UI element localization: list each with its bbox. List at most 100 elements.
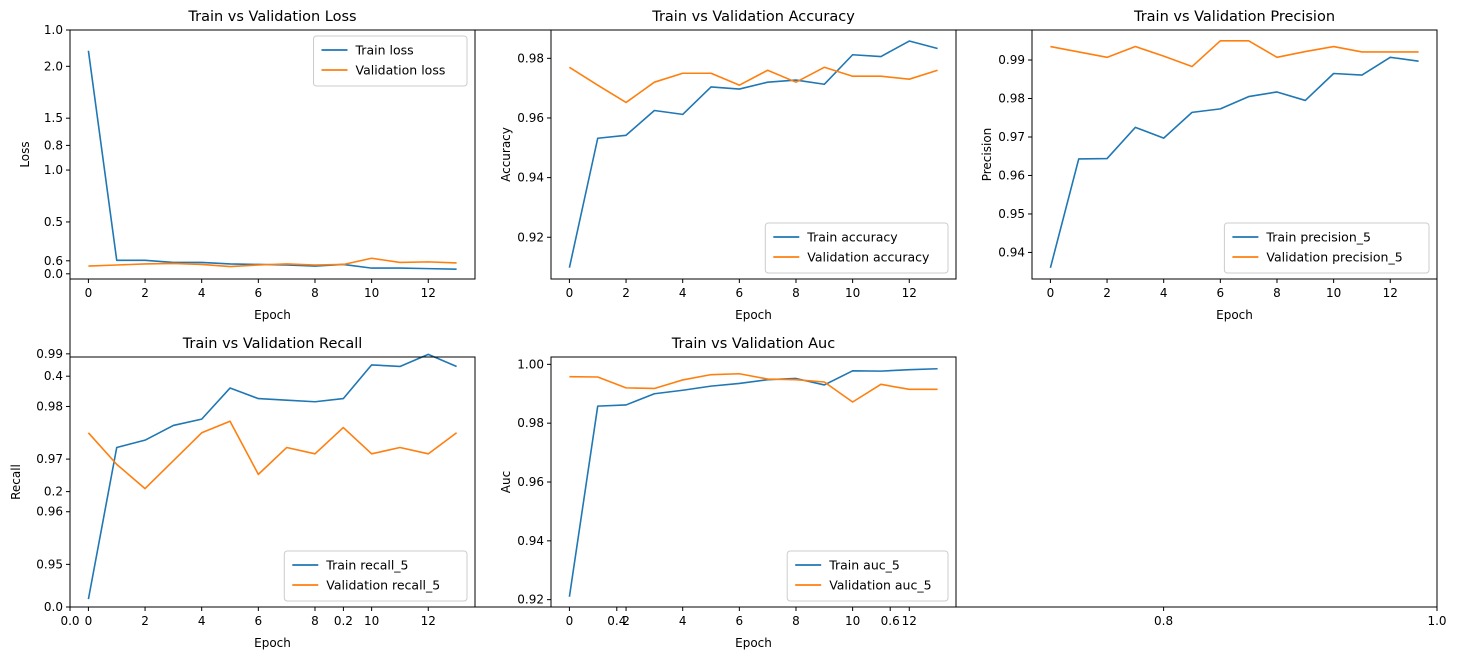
- x-axis-label: Epoch: [735, 636, 772, 650]
- y-tick-label: 0.94: [517, 171, 544, 185]
- y-axis-label: Accuracy: [499, 127, 513, 182]
- subplot-5: 0 2 4 6 8 10 12 0.92 0.94 0.96 0.98 1.00 Train vs Va…: [499, 336, 957, 650]
- legend: Train recall_5 Validation recall_5: [283, 550, 468, 602]
- series-line-train: [568, 367, 938, 597]
- legend-entry: Train precision_5: [1265, 230, 1371, 245]
- x-tick-label: 10: [364, 286, 379, 300]
- y-tick-label: 0.96: [36, 505, 63, 519]
- series-line-validation: [1050, 39, 1419, 68]
- figure-x-tick-label: 0.2: [334, 614, 353, 628]
- legend: Train precision_5 Validation precision_5: [1223, 222, 1430, 274]
- y-tick-label: 0.95: [998, 207, 1025, 221]
- y-axis-label: Auc: [499, 471, 513, 493]
- legend-entry: Validation auc_5: [829, 578, 931, 593]
- figure-y-tick-label: 0.8: [44, 138, 63, 152]
- y-tick-label: 0.97: [998, 130, 1025, 144]
- x-tick-label: 12: [902, 614, 917, 628]
- y-tick-label: 0.99: [998, 53, 1025, 67]
- y-tick-label: 0.0: [44, 267, 63, 281]
- y-axis-label: Recall: [9, 464, 23, 500]
- legend-entry: Validation precision_5: [1266, 250, 1402, 265]
- legend-entry: Train auc_5: [828, 558, 900, 573]
- charts: 0 2 4 6 8 10 12 0.0 0.5 1.0 1.5 2.0 Train vs Validat…: [9, 9, 1438, 650]
- x-tick-label: 2: [622, 614, 630, 628]
- x-tick-label: 4: [679, 614, 687, 628]
- figure-y-tick-label: 0.4: [44, 369, 63, 383]
- x-tick-label: 4: [1160, 286, 1168, 300]
- x-tick-label: 6: [736, 614, 744, 628]
- x-tick-label: 6: [255, 286, 263, 300]
- axes-frame: [69, 29, 476, 280]
- chart-title: Train vs Validation Auc: [671, 336, 835, 352]
- x-tick-label: 10: [364, 614, 379, 628]
- x-tick-label: 12: [421, 286, 436, 300]
- legend: Train auc_5 Validation auc_5: [786, 550, 949, 602]
- x-tick-label: 6: [736, 286, 744, 300]
- axes-frame: [550, 29, 957, 280]
- x-tick-label: 0: [566, 286, 574, 300]
- series-line-validation: [569, 372, 938, 403]
- x-axis-label: Epoch: [735, 308, 772, 322]
- chart-title: Train vs Validation Recall: [182, 336, 363, 352]
- legend-entry: Train loss: [355, 43, 414, 58]
- series-line-validation: [88, 257, 457, 268]
- figure-x-tick-label: 0.6: [881, 614, 900, 628]
- x-tick-label: 10: [845, 286, 860, 300]
- y-tick-label: 0.95: [36, 557, 63, 571]
- subplot-2: 0 2 4 6 8 10 12 0.92 0.94 0.96 0.98 Train vs Valida…: [499, 9, 957, 322]
- legend-box: [313, 35, 468, 87]
- x-axis-label: Epoch: [254, 308, 291, 322]
- figure-y-tick-label: 1.0: [44, 23, 63, 37]
- x-tick-label: 2: [141, 614, 149, 628]
- figure-y-tick-label: 0.6: [44, 254, 63, 268]
- y-tick-label: 1.0: [44, 163, 63, 177]
- x-axis-label: Epoch: [254, 636, 291, 650]
- legend: Train accuracy Validation accuracy: [764, 222, 949, 274]
- y-tick-label: 0.92: [517, 230, 544, 244]
- legend-entry: Validation recall_5: [326, 578, 440, 593]
- subplot-3: 0 2 4 6 8 10 12 0.94 0.95 0.96 0.97 0.98 0.99 Train v…: [980, 9, 1438, 322]
- x-tick-label: 4: [198, 286, 206, 300]
- x-tick-label: 8: [792, 286, 800, 300]
- y-tick-label: 0.96: [998, 168, 1025, 182]
- x-tick-label: 8: [792, 614, 800, 628]
- y-tick-label: 0.98: [36, 399, 63, 413]
- series-line-validation: [568, 66, 938, 104]
- y-tick-label: 0.99: [36, 347, 63, 361]
- x-tick-label: 8: [311, 614, 319, 628]
- x-tick-label: 2: [622, 286, 630, 300]
- x-tick-label: 0: [1047, 286, 1055, 300]
- y-tick-label: 0.96: [517, 475, 544, 489]
- y-tick-label: 1.00: [517, 357, 544, 371]
- x-tick-label: 0: [85, 614, 93, 628]
- y-tick-label: 0.98: [517, 51, 544, 65]
- x-tick-label: 6: [255, 614, 263, 628]
- axes-frame: [1031, 29, 1438, 280]
- y-tick-label: 0.98: [998, 92, 1025, 106]
- x-tick-label: 12: [421, 614, 436, 628]
- series-line-train: [1049, 56, 1419, 269]
- figure-x-tick-label: 0.0: [60, 614, 79, 628]
- y-axis-label: Precision: [980, 128, 994, 182]
- legend-entry: Validation loss: [356, 63, 446, 78]
- x-tick-label: 2: [141, 286, 149, 300]
- legend-entry: Validation accuracy: [807, 250, 930, 265]
- y-tick-label: 0.96: [517, 111, 544, 125]
- figure-x-tick-label: 1.0: [1427, 614, 1446, 628]
- legend-box: [786, 550, 949, 602]
- legend-entry: Train accuracy: [806, 230, 898, 245]
- y-tick-label: 2.0: [44, 59, 63, 73]
- y-tick-label: 0.94: [998, 245, 1025, 259]
- figure-x-tick-label: 0.8: [1154, 614, 1173, 628]
- legend-box: [764, 222, 949, 274]
- legend-entry: Train recall_5: [325, 558, 408, 573]
- x-tick-label: 4: [198, 614, 206, 628]
- x-tick-label: 12: [1383, 286, 1398, 300]
- x-tick-label: 10: [1326, 286, 1341, 300]
- y-tick-label: 0.5: [44, 215, 63, 229]
- y-tick-label: 0.97: [36, 452, 63, 466]
- x-tick-label: 4: [679, 286, 687, 300]
- x-axis-label: Epoch: [1216, 308, 1253, 322]
- y-tick-label: 1.5: [44, 111, 63, 125]
